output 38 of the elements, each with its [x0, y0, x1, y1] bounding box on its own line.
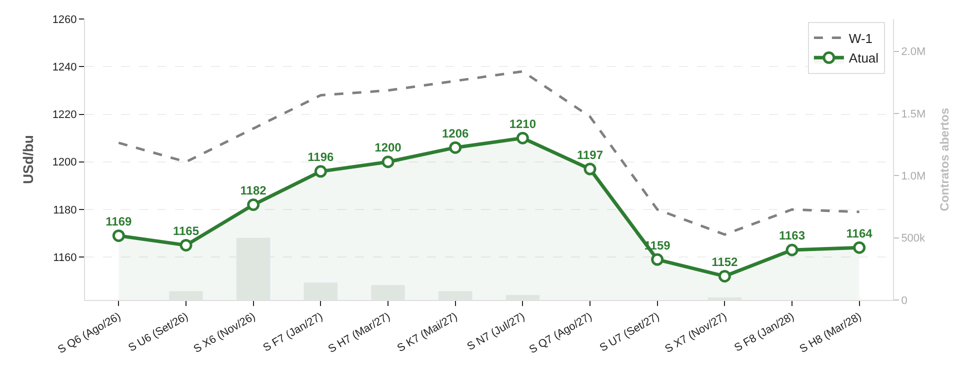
point — [112, 229, 125, 242]
y2-tick-label: 0 — [901, 294, 908, 307]
y2-axis-title: Contratos abertos — [938, 108, 952, 212]
point — [786, 244, 798, 256]
point — [180, 238, 192, 252]
data-label: 1210 — [509, 116, 536, 131]
point — [718, 270, 731, 282]
y-tick-label: 1240 — [52, 61, 77, 74]
y-axis-title: USd/bu — [20, 135, 36, 184]
data-label: 1196 — [308, 150, 334, 164]
data-label: 1197 — [576, 148, 604, 162]
data-label: 1206 — [442, 126, 469, 140]
y2-tick-label: 500k — [901, 232, 926, 245]
y2-tick-label: 2.0M — [901, 46, 926, 58]
y-tick-label: 1180 — [53, 204, 77, 216]
data-label: 1165 — [172, 224, 200, 238]
y-tick-label: 1220 — [52, 109, 77, 122]
data-label: 1200 — [374, 140, 402, 155]
y-tick-label: 1260 — [52, 14, 77, 26]
y-tick-label: 1200 — [52, 156, 77, 169]
data-label: 1164 — [846, 226, 873, 240]
point — [651, 253, 664, 266]
point — [853, 241, 866, 254]
legend-label: W-1 — [848, 30, 873, 46]
data-label: 1152 — [712, 254, 738, 269]
y-tick-label: 1160 — [53, 252, 77, 264]
legend-label: Atual — [848, 50, 879, 66]
point — [382, 156, 394, 168]
point — [516, 132, 529, 144]
point — [247, 198, 260, 211]
data-label: 1169 — [106, 214, 132, 228]
point — [314, 165, 327, 178]
point — [584, 162, 596, 176]
y2-tick-label: 1.5M — [901, 108, 926, 120]
point — [449, 141, 462, 154]
data-label: 1163 — [778, 228, 806, 243]
y2-tick-label: 1.0M — [901, 170, 926, 183]
data-label: 1182 — [240, 184, 267, 198]
